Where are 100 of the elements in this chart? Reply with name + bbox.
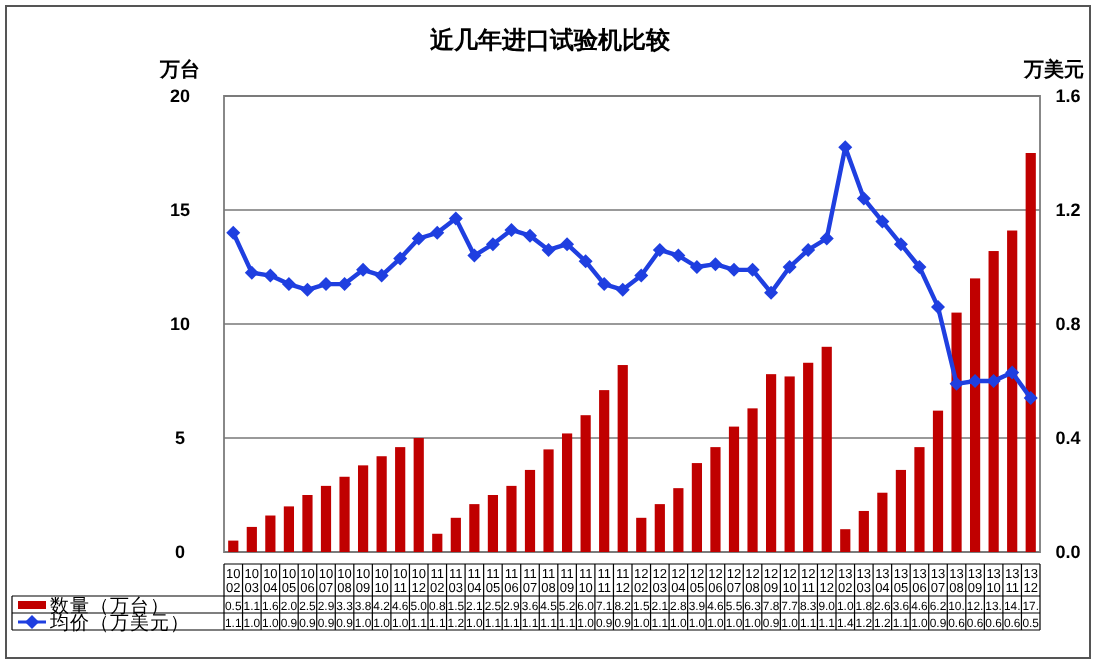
bar (246, 526, 257, 552)
point (430, 225, 445, 240)
point (504, 222, 519, 237)
y2-axis-title: 万美元 (1022, 58, 1084, 82)
bar (450, 517, 461, 552)
point (485, 237, 500, 252)
point (986, 374, 1001, 388)
y-tick-label: 20 (169, 86, 191, 106)
bar (673, 488, 684, 552)
point (541, 242, 556, 257)
bar (487, 495, 499, 552)
bar (691, 463, 703, 552)
bar (858, 510, 869, 552)
point (597, 277, 612, 292)
bar (710, 447, 721, 552)
point (671, 248, 686, 263)
bar (320, 485, 332, 552)
point (393, 251, 408, 266)
bar (376, 456, 387, 552)
bar (357, 465, 369, 552)
bar (877, 492, 888, 552)
point (615, 282, 630, 297)
bar (599, 390, 610, 552)
bar (636, 517, 647, 552)
point (448, 211, 463, 226)
point (1023, 391, 1038, 406)
y2-tick-label: 0.8 (1055, 314, 1081, 334)
bar (654, 504, 665, 552)
point (634, 268, 649, 283)
point (689, 260, 704, 274)
point (782, 260, 797, 274)
point (263, 268, 278, 283)
point (356, 262, 371, 277)
bar (265, 515, 276, 552)
point (411, 231, 426, 246)
point (764, 285, 779, 300)
point (1005, 365, 1020, 380)
bar (988, 251, 999, 552)
bar (580, 415, 591, 552)
bar (469, 504, 480, 552)
point (931, 299, 945, 314)
bar (914, 447, 925, 552)
y-tick-label: 10 (169, 314, 191, 334)
chart-title: 近几年进口试验机比较 (428, 26, 672, 54)
bar (1007, 230, 1018, 552)
point (912, 260, 927, 274)
point (708, 257, 723, 272)
bar (840, 529, 851, 552)
bar (803, 362, 814, 552)
y-tick-label: 0 (174, 542, 186, 562)
y2-tick-label: 0.4 (1055, 428, 1081, 448)
bar (302, 495, 313, 552)
point (560, 237, 575, 252)
bar (339, 476, 350, 552)
point (819, 231, 834, 246)
bar (1025, 153, 1036, 552)
point (226, 225, 241, 240)
bar (413, 438, 424, 552)
point (801, 242, 816, 257)
bar (765, 374, 777, 552)
point (652, 242, 667, 257)
point (578, 254, 593, 269)
point (374, 268, 389, 283)
point (300, 282, 315, 297)
bar (784, 376, 795, 552)
point (856, 191, 871, 206)
bar (506, 485, 517, 552)
bar (561, 433, 573, 552)
y-axis-title: 万台 (158, 58, 200, 82)
bar (432, 533, 443, 552)
bar (524, 469, 536, 552)
bar (283, 506, 295, 552)
point (281, 277, 296, 292)
y2-tick-label: 1.6 (1055, 86, 1081, 106)
legend-label: 均价（万美元） (48, 611, 190, 635)
point (949, 376, 964, 391)
point (893, 237, 908, 252)
bar (969, 278, 981, 552)
point (523, 228, 537, 243)
bar (895, 469, 907, 552)
y-tick-label: 5 (174, 428, 186, 448)
y-tick-label: 15 (169, 200, 191, 220)
y2-tick-label: 0.0 (1055, 542, 1081, 562)
point (745, 262, 760, 277)
bar (747, 408, 758, 552)
point (875, 214, 890, 229)
point (337, 277, 352, 292)
bar (617, 365, 628, 552)
y2-tick-label: 1.2 (1055, 200, 1081, 220)
point (727, 262, 741, 277)
point (319, 277, 333, 292)
bar (728, 426, 740, 552)
bar (228, 540, 239, 552)
bar (821, 346, 832, 552)
point (244, 265, 259, 280)
point (467, 248, 482, 263)
bar (932, 410, 944, 552)
bar (951, 312, 962, 552)
bar (543, 449, 554, 552)
legend-均价（万美元）: 均价（万美元） (18, 613, 190, 635)
